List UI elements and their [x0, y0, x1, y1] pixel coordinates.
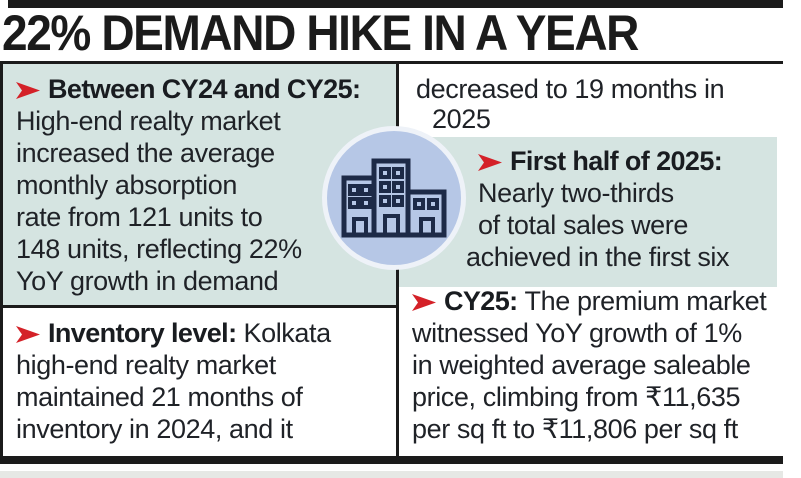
body-line: price, climbing from ₹11,635: [412, 382, 741, 412]
red-arrowhead-icon: [16, 326, 40, 343]
red-arrowhead-icon: [412, 294, 436, 311]
red-arrowhead-icon: [16, 82, 40, 99]
body-line: 2025: [432, 104, 491, 134]
box-bottom-border: [0, 456, 783, 464]
body-line: YoY growth in demand: [16, 266, 279, 296]
body-line: high-end realty market: [16, 350, 276, 380]
body-line: decreased to 19 months in: [416, 74, 725, 104]
box-left-border: [0, 61, 3, 464]
body-line: rate from 121 units to: [16, 202, 263, 232]
section-absorption: Between CY24 and CY25: High-end realty m…: [16, 73, 392, 297]
body-line: achieved in the first six: [466, 242, 730, 272]
buildings-badge: [327, 131, 461, 265]
body-line: 148 units, reflecting 22%: [16, 234, 302, 264]
section-absorption-heading: Between CY24 and CY25:: [16, 73, 392, 105]
body-line: witnessed YoY growth of 1%: [412, 318, 742, 348]
buildings-icon: [341, 158, 447, 238]
body-line: per sq ft to ₹11,806 per sq ft: [412, 414, 738, 444]
section-price-growth: CY25: The premium market witnessed YoY gr…: [412, 285, 784, 445]
body-line: High-end realty market: [16, 106, 281, 136]
section-inventory-heading: Inventory level: Kolkata: [16, 317, 392, 349]
red-arrowhead-icon: [478, 154, 502, 171]
body-line: of total sales were: [478, 210, 689, 240]
section-price-growth-heading: CY25: The premium market: [412, 285, 784, 317]
section-inventory: Inventory level: Kolkata high-end realty …: [16, 317, 392, 445]
body-line: Nearly two-thirds: [478, 178, 674, 208]
below-crop-strip: [0, 471, 783, 478]
body-line: monthly absorption: [16, 170, 237, 200]
headline-rule: [0, 61, 783, 64]
body-line: increased the average: [16, 138, 275, 168]
section-first-half: First half of 2025: Nearly two-thirds of…: [466, 145, 774, 273]
page-title: 22% DEMAND HIKE IN A YEAR: [2, 5, 639, 61]
section-first-half-heading: First half of 2025:: [466, 145, 774, 177]
body-line: maintained 21 months of: [16, 382, 303, 412]
top-black-bar: [8, 0, 783, 8]
right-highlight-panel: [399, 137, 777, 287]
body-line: in weighted average saleable: [412, 350, 751, 380]
body-line: inventory in 2024, and it: [16, 414, 293, 444]
section-inventory-continuation: decreased to 19 months in 2025: [416, 74, 776, 134]
